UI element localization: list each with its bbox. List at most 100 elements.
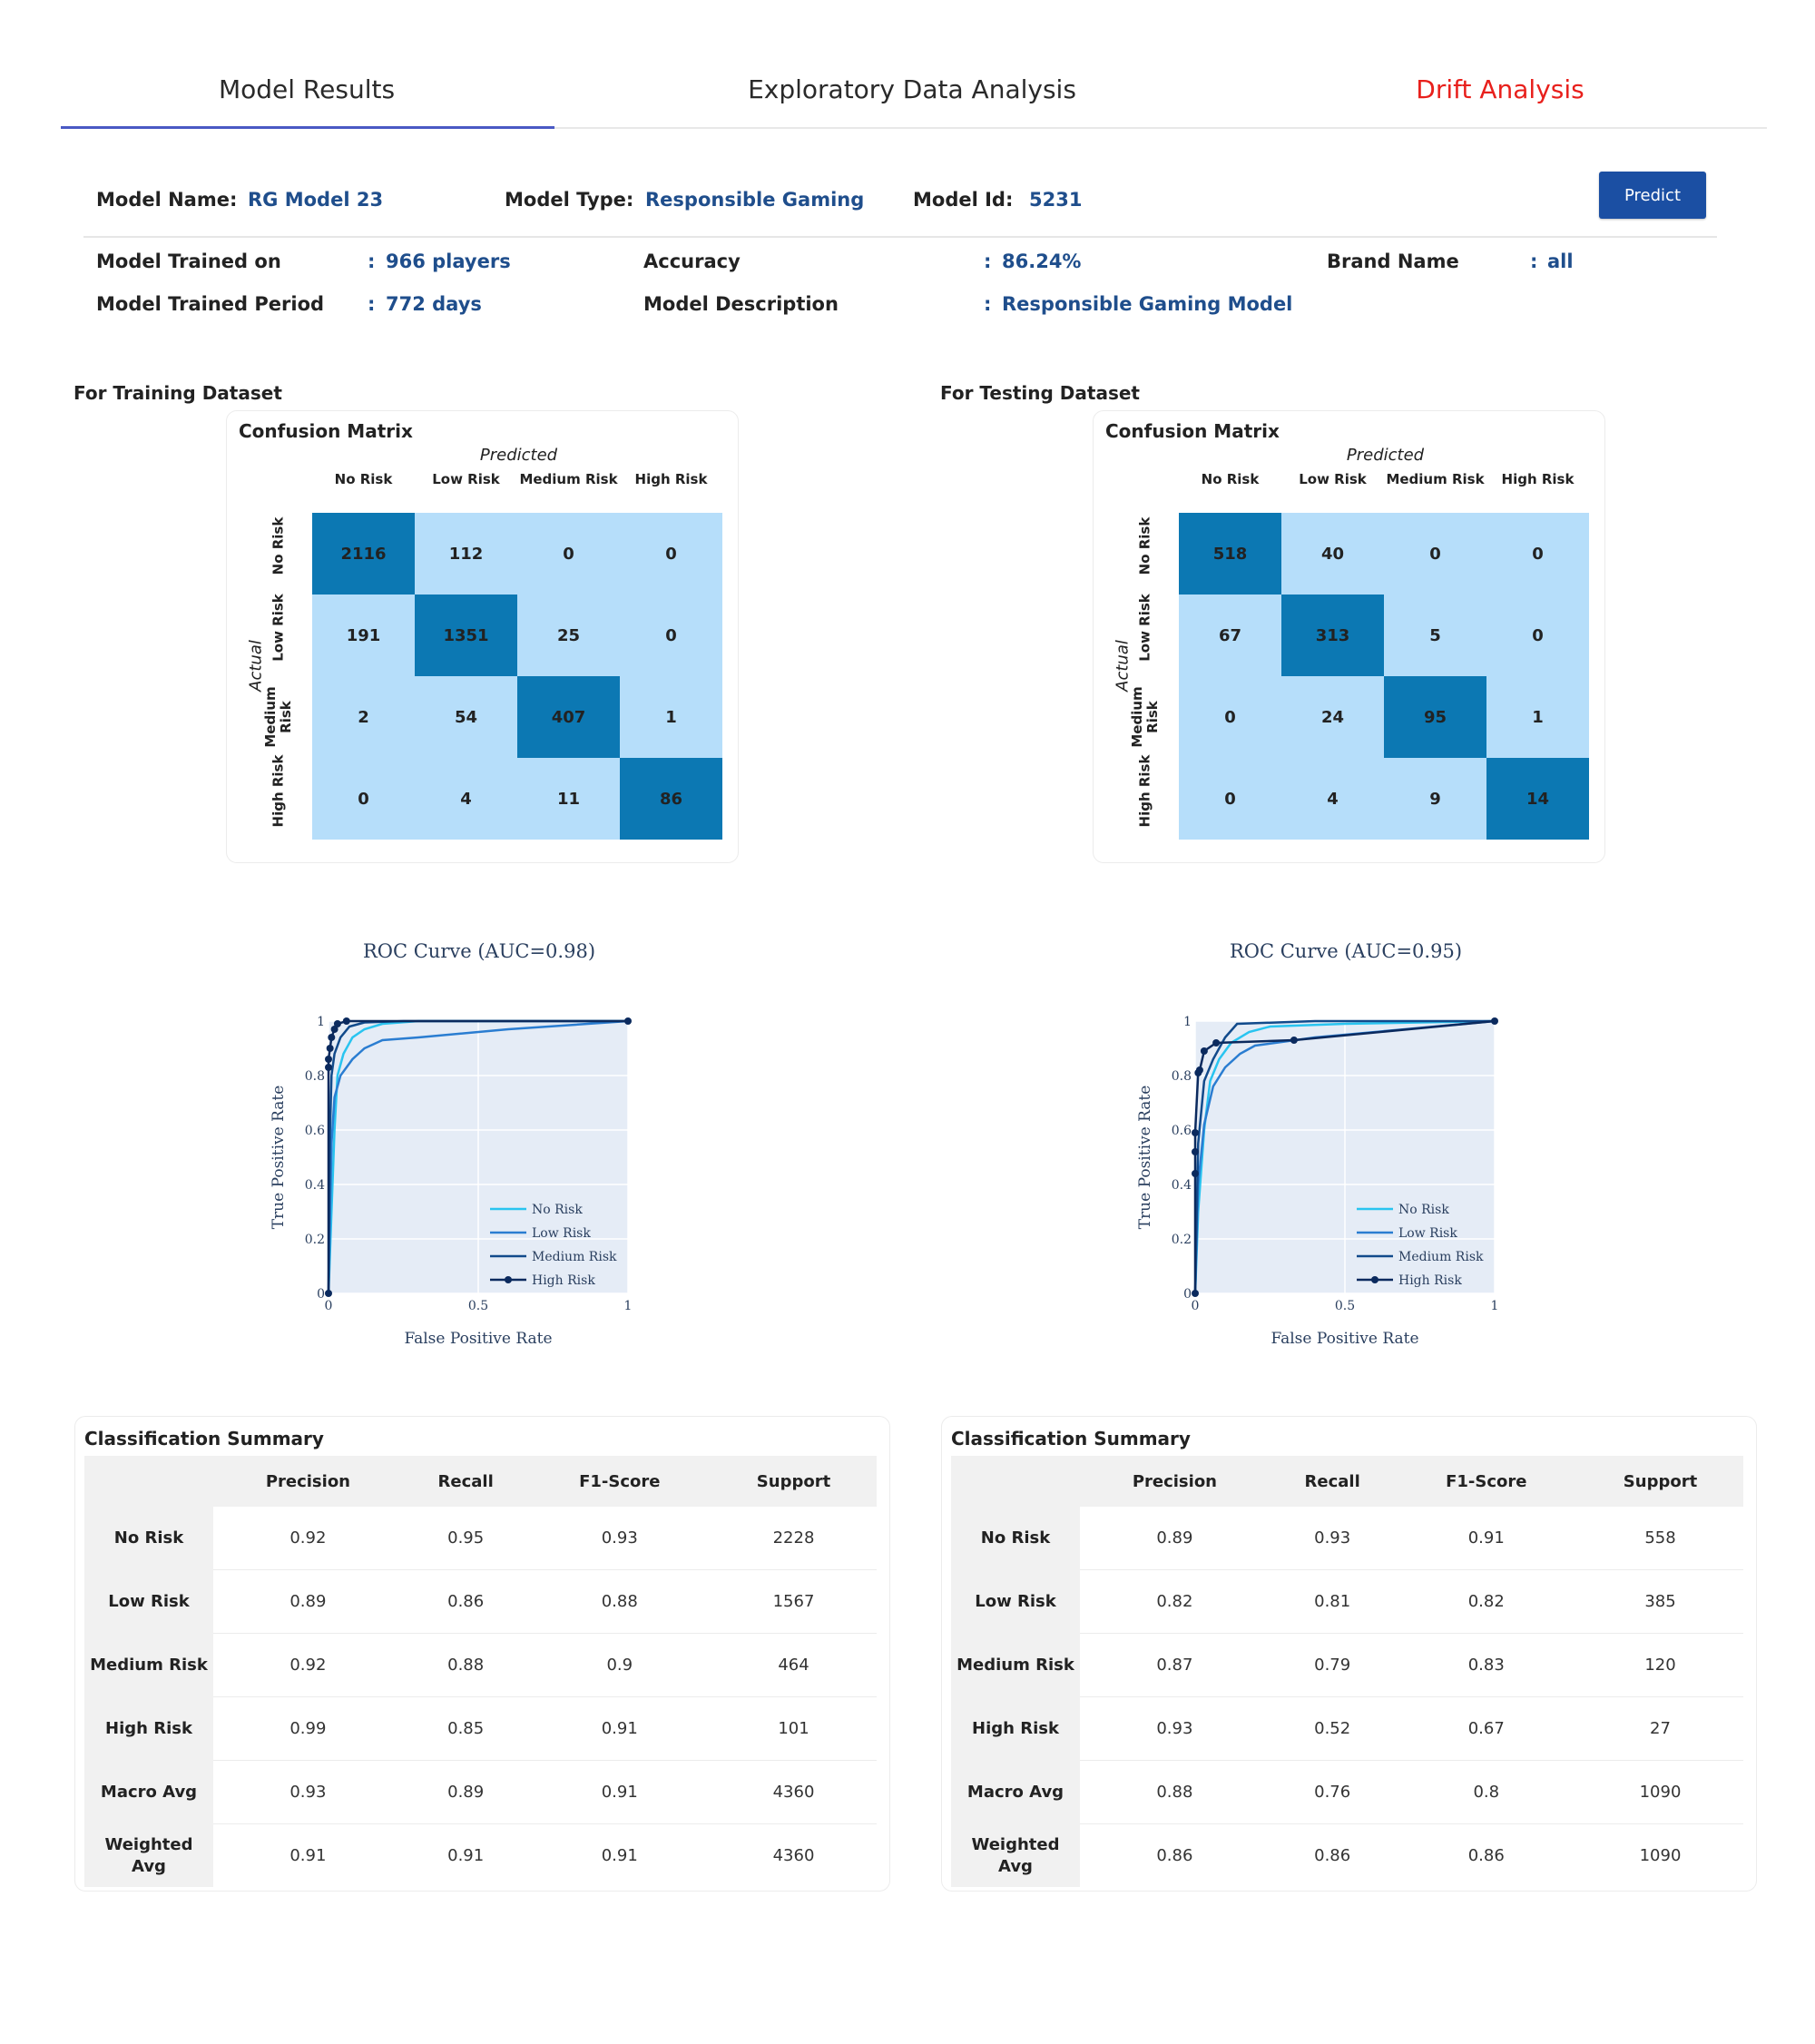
column-header: Recall [1269, 1456, 1396, 1507]
row-header: Macro Avg [951, 1760, 1080, 1824]
matrix-cell: 14 [1486, 758, 1589, 840]
table-row: Weighted Avg 0.86 0.86 0.86 1090 [951, 1823, 1743, 1887]
matrix-cell: 2 [312, 676, 415, 758]
testing-classification-summary: Classification Summary Precision Recall F1-… [941, 1416, 1757, 1892]
table-cell: 0.82 [1395, 1569, 1578, 1634]
table-cell: 4360 [772, 1846, 815, 1865]
matrix-cell: 11 [517, 758, 620, 840]
matrix-cell: 313 [1281, 595, 1384, 676]
column-header: No Risk [334, 471, 393, 487]
roc-line-low-risk [327, 1019, 629, 1294]
legend-label: High Risk [1398, 1273, 1462, 1288]
training-confusion-matrix: Confusion Matrix Predicted No Risk Low Risk… [226, 410, 739, 863]
matrix-cell: 0 [312, 758, 415, 840]
brand-name-label: Brand Name [1327, 251, 1459, 272]
column-header [84, 1456, 213, 1507]
table-cell: 0.89 [1080, 1507, 1270, 1570]
column-header: High Risk [1501, 471, 1575, 487]
matrix-cell: 0 [620, 513, 722, 595]
row-header: Medium Risk [1129, 686, 1161, 748]
matrix-cell: 4 [1281, 758, 1384, 840]
y-tick-label: 0.4 [305, 1178, 325, 1193]
table-row: Low Risk 0.89 0.86 0.88 1567 [84, 1569, 877, 1634]
table-cell: 0.83 [1395, 1633, 1578, 1697]
table-row: Low Risk 0.82 0.81 0.82 385 [951, 1569, 1743, 1634]
table-cell: 558 [1577, 1507, 1743, 1570]
column-header: F1-Score [1395, 1456, 1578, 1507]
matrix-cell: 1 [1486, 676, 1589, 758]
table-cell: 1567 [711, 1569, 877, 1634]
row-header: Medium Risk [262, 686, 294, 748]
table-cell: 0.92 [213, 1507, 403, 1570]
roc-point [1200, 1047, 1208, 1055]
divider [83, 236, 1717, 238]
matrix-cell: 25 [517, 595, 620, 676]
roc-point [624, 1017, 632, 1025]
x-axis-label: False Positive Rate [1270, 1330, 1418, 1348]
table-cell: 120 [1577, 1633, 1743, 1697]
column-header: Low Risk [1299, 471, 1367, 487]
column-header: Support [1577, 1456, 1743, 1507]
colon: : [984, 251, 992, 272]
matrix-cell: 0 [620, 595, 722, 676]
table-cell: 0.88 [528, 1569, 711, 1634]
table-cell: 0.79 [1269, 1633, 1396, 1697]
model-id-label: Model Id: [913, 189, 1014, 211]
roc-point [1195, 1066, 1203, 1074]
classification-summary-table: Precision Recall F1-Score Support No Risk 0.9… [84, 1456, 877, 1887]
matrix-grid: 2116 112 0 0 191 1351 25 0 2 54 407 1 0 4 11 86 [312, 513, 722, 840]
row-header: Low Risk [270, 594, 287, 662]
x-tick-label: 1 [624, 1299, 633, 1313]
table-cell: 0.86 [1156, 1846, 1193, 1865]
y-tick-label: 0.8 [305, 1069, 325, 1084]
y-axis-label: True Positive Rate [270, 1086, 288, 1230]
table-cell: 0.93 [1269, 1507, 1396, 1570]
matrix-cell: 0 [1179, 758, 1281, 840]
y-tick-label: 0.8 [1172, 1069, 1192, 1084]
table-cell: 0.76 [1269, 1760, 1396, 1824]
table-cell: 101 [711, 1696, 877, 1761]
tab-exploratory-data-analysis[interactable]: Exploratory Data Analysis [748, 74, 1076, 104]
table-cell: 0.82 [1080, 1569, 1270, 1634]
matrix-cell: 191 [312, 595, 415, 676]
legend-label: Medium Risk [1398, 1250, 1484, 1264]
table-cell: 385 [1577, 1569, 1743, 1634]
row-header: No Risk [270, 516, 287, 575]
column-header: Precision [1080, 1456, 1270, 1507]
tab-drift-analysis[interactable]: Drift Analysis [1416, 74, 1584, 104]
roc-point [325, 1056, 332, 1063]
legend-label: No Risk [1398, 1203, 1449, 1217]
table-header-row: Precision Recall F1-Score Support [84, 1456, 877, 1507]
roc-point [1212, 1039, 1221, 1047]
table-cell: 0.89 [402, 1760, 529, 1824]
matrix-cell: 86 [620, 758, 722, 840]
table-row: Macro Avg 0.88 0.76 0.8 1090 [951, 1760, 1743, 1824]
roc-line-no-risk [327, 1019, 628, 1294]
y-tick-label: 0 [1183, 1287, 1192, 1302]
table-cell: 0.8 [1395, 1760, 1578, 1824]
roc-point [1290, 1037, 1298, 1044]
matrix-cell: 1 [620, 676, 722, 758]
y-axis-label: True Positive Rate [1136, 1086, 1154, 1230]
table-cell: 1090 [1639, 1846, 1682, 1865]
model-trained-on-label: Model Trained on [96, 251, 281, 272]
table-row: High Risk 0.99 0.85 0.91 101 [84, 1696, 877, 1761]
model-name-value: RG Model 23 [248, 189, 384, 211]
table-cell: 0.87 [1080, 1633, 1270, 1697]
table-cell: 0.92 [213, 1633, 403, 1697]
matrix-cell: 407 [517, 676, 620, 758]
confusion-matrix-title: Confusion Matrix [1105, 420, 1280, 442]
matrix-cell: 518 [1179, 513, 1281, 595]
tab-model-results[interactable]: Model Results [218, 74, 396, 104]
predict-button[interactable]: Predict [1599, 172, 1706, 219]
table-cell: 0.88 [402, 1633, 529, 1697]
classification-summary-title: Classification Summary [84, 1428, 324, 1449]
table-cell: 0.93 [1080, 1696, 1270, 1761]
matrix-cell: 0 [1486, 513, 1589, 595]
matrix-cell: 67 [1179, 595, 1281, 676]
matrix-cell: 0 [1384, 513, 1486, 595]
classification-summary-title: Classification Summary [951, 1428, 1191, 1449]
row-header: Medium Risk [84, 1633, 213, 1697]
training-section-label: For Training Dataset [74, 382, 282, 404]
roc-point [1491, 1017, 1498, 1025]
